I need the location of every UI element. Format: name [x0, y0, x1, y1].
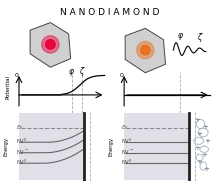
Circle shape: [141, 45, 150, 55]
Polygon shape: [125, 28, 166, 73]
Text: NV$^0$: NV$^0$: [121, 137, 133, 146]
Text: +: +: [202, 124, 208, 130]
Text: NV$^-$: NV$^-$: [121, 148, 134, 156]
Text: +: +: [197, 131, 203, 137]
Circle shape: [137, 41, 154, 59]
Bar: [19, 113, 84, 180]
Text: 0: 0: [120, 73, 124, 78]
Text: NV$^0$: NV$^0$: [16, 158, 28, 167]
Text: Potential: Potential: [5, 75, 11, 99]
Text: NV$^0$: NV$^0$: [121, 158, 133, 167]
Text: +: +: [201, 152, 207, 158]
Text: NV$^-$: NV$^-$: [16, 148, 29, 156]
Text: $E_F$: $E_F$: [16, 123, 24, 132]
Text: $\varphi$: $\varphi$: [68, 67, 75, 78]
Polygon shape: [30, 23, 71, 67]
Text: N A N O D I A M O N D: N A N O D I A M O N D: [60, 8, 159, 17]
Text: 0: 0: [15, 73, 19, 78]
Text: NV$^0$: NV$^0$: [16, 137, 28, 146]
Circle shape: [46, 40, 55, 49]
Text: $\zeta$: $\zeta$: [197, 31, 203, 44]
Text: $\varphi$: $\varphi$: [177, 31, 184, 43]
Text: $E_F$: $E_F$: [121, 123, 129, 132]
Text: +: +: [203, 166, 209, 172]
Text: +: +: [195, 145, 201, 151]
Text: +: +: [197, 159, 203, 165]
Text: Energy: Energy: [4, 137, 9, 156]
Text: +: +: [194, 117, 200, 123]
Circle shape: [42, 36, 59, 53]
Text: Energy: Energy: [109, 137, 114, 156]
Text: $\zeta$: $\zeta$: [79, 65, 86, 78]
Bar: [124, 113, 189, 180]
Text: +: +: [204, 138, 210, 144]
